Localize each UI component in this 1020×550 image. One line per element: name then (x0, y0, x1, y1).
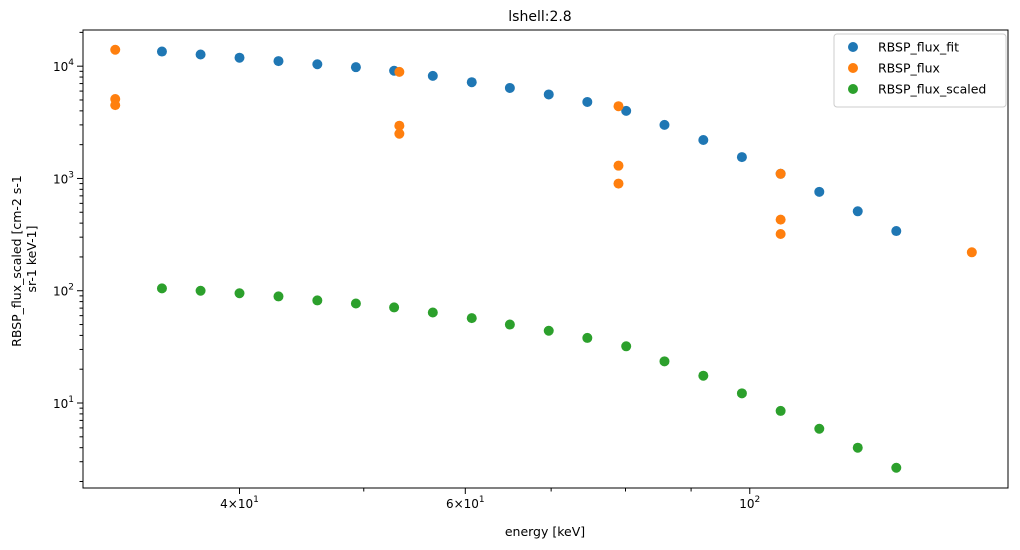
rbsp-flux-scaled-point (698, 370, 709, 381)
y-axis-label: RBSP_flux_scaled [cm-2 s-1 sr-1 keV-1] (9, 171, 39, 347)
legend-marker-rbsp-flux-scaled (848, 84, 858, 94)
rbsp-flux-fit-point (814, 186, 825, 197)
rbsp-flux-fit-point (891, 226, 902, 237)
rbsp-flux-scaled-point (852, 442, 863, 453)
y-axis-label-line-2: sr-1 keV-1] (24, 226, 39, 293)
legend-label-rbsp-flux-scaled: RBSP_flux_scaled (878, 82, 986, 97)
rbsp-flux-fit-point (582, 96, 593, 107)
rbsp-flux-scaled-point (582, 332, 593, 343)
rbsp-flux-scaled-point (466, 313, 477, 324)
plot-frame (82, 29, 1009, 489)
legend-marker-rbsp-flux-fit (848, 42, 858, 52)
rbsp-flux-scaled-point (156, 283, 167, 294)
rbsp-flux-point (966, 247, 977, 258)
x-axis-ticks: 4×101 6×101 102 (220, 488, 760, 511)
rbsp-flux-point (394, 128, 405, 139)
rbsp-flux-scaled-point (504, 319, 515, 330)
rbsp-flux-point (394, 120, 405, 131)
rbsp-flux-fit-point (466, 77, 477, 88)
y-axis-label-line-1: RBSP_flux_scaled [cm-2 s-1 (9, 175, 24, 347)
rbsp-flux-fit-point (273, 56, 284, 67)
rbsp-flux-scaled-point (814, 423, 825, 434)
y-tick-label: 101 (53, 395, 74, 411)
legend: RBSP_flux_fit RBSP_flux RBSP_flux_scaled (833, 33, 1007, 108)
y-tick-label: 104 (53, 58, 74, 74)
rbsp-flux-scaled-point (891, 462, 902, 473)
legend-label-rbsp-flux: RBSP_flux (878, 61, 940, 76)
x-tick-label: 6×101 (446, 495, 485, 511)
rbsp-flux-fit-point (234, 52, 245, 63)
data-points (110, 44, 977, 473)
rbsp-flux-scaled-point (273, 291, 284, 302)
rbsp-flux-point (613, 160, 624, 171)
y-axis-ticks: 101 102 103 104 (53, 31, 83, 482)
x-tick-label: 102 (739, 495, 760, 511)
y-tick-label: 103 (53, 170, 74, 186)
rbsp-flux-fit-point (195, 49, 206, 60)
rbsp-flux-scaled-point (427, 307, 438, 318)
rbsp-flux-scaled-point (621, 341, 632, 352)
rbsp-flux-fit-point (698, 135, 709, 146)
rbsp-flux-scaled-point (312, 295, 323, 306)
rbsp-flux-fit-point (621, 105, 632, 116)
rbsp-flux-point (775, 168, 786, 179)
rbsp-flux-scaled-point (389, 302, 400, 313)
rbsp-flux-fit-point (312, 59, 323, 70)
rbsp-flux-scaled-point (736, 388, 747, 399)
rbsp-flux-fit-point (659, 119, 670, 130)
rbsp-flux-point (394, 66, 405, 77)
chart-title: lshell:2.8 (508, 9, 571, 25)
y-tick-label: 102 (53, 283, 74, 299)
rbsp-flux-point (775, 214, 786, 225)
rbsp-flux-scaled-point (775, 405, 786, 416)
rbsp-flux-fit-point (852, 206, 863, 217)
rbsp-flux-scaled-point (543, 325, 554, 336)
rbsp-flux-scaled-point (350, 298, 361, 309)
rbsp-flux-scaled-point (195, 285, 206, 296)
rbsp-flux-fit-point (504, 82, 515, 93)
rbsp-flux-scaled-point (659, 356, 670, 367)
rbsp-flux-scaled-point (234, 288, 245, 299)
rbsp-flux-point (613, 101, 624, 112)
x-tick-label: 4×101 (220, 495, 259, 511)
rbsp-flux-fit-point (736, 152, 747, 163)
rbsp-flux-point (110, 44, 121, 55)
rbsp-flux-fit-point (156, 46, 167, 57)
rbsp-flux-fit-point (543, 89, 554, 100)
rbsp-flux-point (110, 100, 121, 111)
rbsp-flux-point (613, 178, 624, 189)
rbsp-flux-point (775, 229, 786, 240)
rbsp-flux-fit-point (427, 70, 438, 81)
x-axis-label: energy [keV] (505, 524, 585, 539)
legend-marker-rbsp-flux (848, 63, 858, 73)
rbsp-flux-fit-point (350, 62, 361, 73)
legend-label-rbsp-flux-fit: RBSP_flux_fit (878, 40, 959, 55)
